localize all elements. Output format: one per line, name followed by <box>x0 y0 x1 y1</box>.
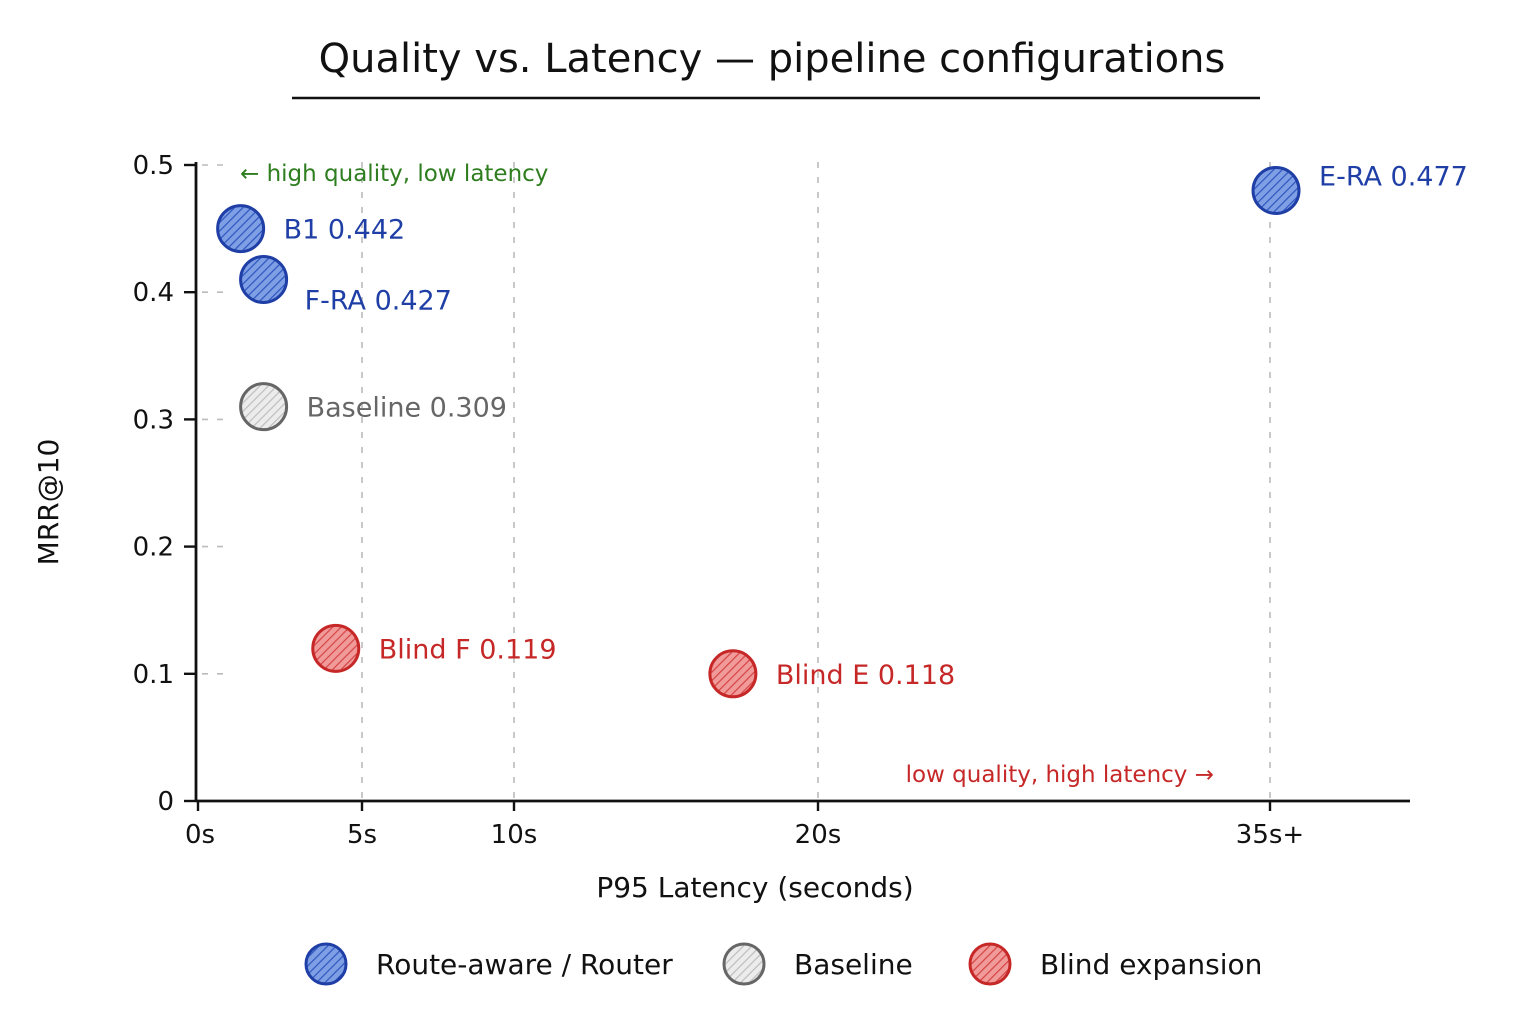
legend-item: Blind expansion <box>968 942 1262 986</box>
data-points: B1 0.442 F-RA 0.427 Baseline 0.309 Blind F … <box>216 161 1468 699</box>
y-axis-label: MRR@10 <box>32 439 65 566</box>
point-marker <box>216 204 266 254</box>
x-axis-label: P95 Latency (seconds) <box>596 871 913 904</box>
data-point-baseline: Baseline 0.309 <box>239 382 507 432</box>
point-label: Blind E 0.118 <box>776 660 955 691</box>
legend-item: Route-aware / Router <box>304 942 673 986</box>
x-tick-label: 35s+ <box>1236 820 1304 850</box>
legend-label: Baseline <box>794 948 913 981</box>
grid-lines <box>202 162 1271 801</box>
annotation-bad: low quality, high latency → <box>906 762 1214 788</box>
data-point-blind-e: Blind E 0.118 <box>708 649 955 699</box>
y-tick-label: 0.4 <box>133 278 174 308</box>
point-label: Baseline 0.309 <box>307 393 507 424</box>
point-marker <box>708 649 758 699</box>
tick-labels: 0s 5s 10s 20s 35s+ 0 0.1 0.2 0.3 0.4 0.5 <box>133 151 1305 850</box>
y-tick-label: 0 <box>157 787 174 817</box>
y-tick-label: 0.3 <box>133 405 174 435</box>
point-label: B1 0.442 <box>284 215 406 246</box>
legend-item: Baseline <box>722 942 913 986</box>
data-point-e-ra: E-RA 0.477 <box>1251 161 1468 215</box>
y-tick-label: 0.5 <box>133 151 174 181</box>
point-label: F-RA 0.427 <box>305 285 452 316</box>
data-point-b1: B1 0.442 <box>216 204 406 254</box>
legend-label: Blind expansion <box>1040 948 1262 981</box>
x-tick-label: 10s <box>491 820 538 850</box>
annotation-good: ← high quality, low latency <box>240 161 548 187</box>
chart-title: Quality vs. Latency — pipeline configura… <box>319 36 1226 82</box>
y-tick-label: 0.2 <box>133 533 174 563</box>
point-marker <box>1251 165 1301 215</box>
legend-swatch <box>722 942 766 986</box>
y-tick-label: 0.1 <box>133 660 174 690</box>
data-point-f-ra: F-RA 0.427 <box>239 254 452 316</box>
legend-swatch <box>304 942 348 986</box>
x-tick-label: 0s <box>185 820 215 850</box>
point-label: E-RA 0.477 <box>1319 161 1468 192</box>
legend-swatch <box>968 942 1012 986</box>
point-label: Blind F 0.119 <box>379 634 557 665</box>
point-marker <box>239 254 289 304</box>
point-marker <box>239 382 289 432</box>
x-tick-label: 20s <box>795 820 842 850</box>
legend-label: Route-aware / Router <box>376 948 673 981</box>
legend: Route-aware / Router Baseline Blind expans… <box>304 942 1262 986</box>
annotations: ← high quality, low latency low quality, … <box>240 161 1214 788</box>
data-point-blind-f: Blind F 0.119 <box>311 623 557 673</box>
point-marker <box>311 623 361 673</box>
axes <box>194 162 1410 803</box>
x-tick-label: 5s <box>347 820 377 850</box>
